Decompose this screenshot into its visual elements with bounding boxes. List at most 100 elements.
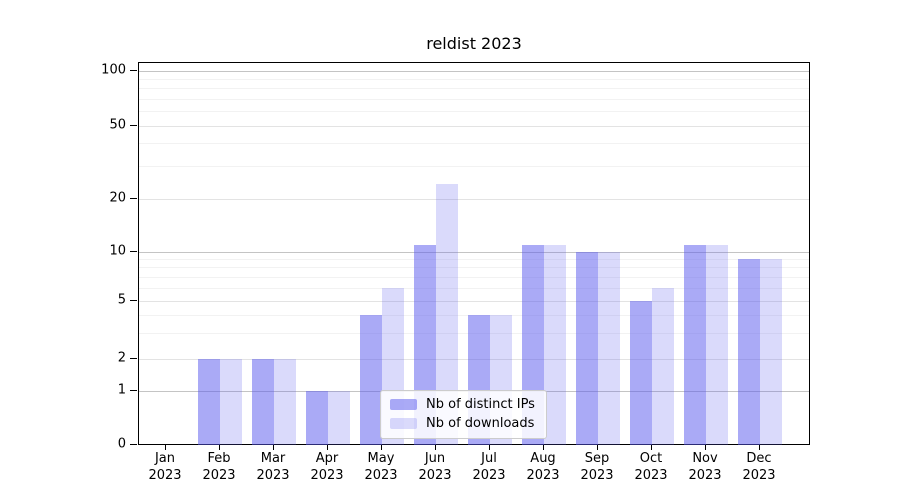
x-tick-label-line: Dec: [746, 451, 772, 466]
minor-gridline: [139, 267, 809, 269]
minor-gridline: [139, 276, 809, 278]
x-tick-label-line: 2023: [634, 467, 668, 483]
x-tick-label-line: Sep: [584, 451, 610, 466]
x-tick: [326, 445, 328, 450]
x-tick-label-line: Jul: [481, 451, 497, 466]
y-tick-label: 0: [117, 436, 126, 452]
bar-downloads-aug: [544, 244, 566, 445]
x-tick: [596, 445, 598, 450]
x-tick-label: May 2023: [349, 451, 413, 484]
x-tick: [542, 445, 544, 450]
y-tick: [130, 197, 137, 199]
x-tick-label-line: 2023: [472, 467, 506, 483]
y-tick-label: 2: [117, 350, 126, 366]
bar-downloads-nov: [706, 244, 728, 445]
minor-gridline: [139, 111, 809, 113]
x-tick: [434, 445, 436, 450]
bar-ips-sep: [576, 252, 598, 445]
bar-ips-apr: [306, 391, 328, 445]
x-tick: [380, 445, 382, 450]
major-gridline: [139, 125, 809, 127]
major-gridline: [139, 198, 809, 200]
bar-downloads-oct: [652, 288, 674, 445]
x-tick-label: Dec 2023: [727, 451, 791, 484]
bar-downloads-jun: [436, 184, 458, 445]
x-tick-label: Aug 2023: [511, 451, 575, 484]
bar-downloads-apr: [328, 391, 350, 445]
major-gridline: [139, 70, 809, 72]
x-tick-label-line: 2023: [688, 467, 722, 483]
plot-area: Nb of distinct IPs Nb of downloads: [138, 62, 810, 445]
y-tick: [130, 124, 137, 126]
x-tick-label-line: 2023: [256, 467, 290, 483]
bar-ips-nov: [684, 244, 706, 445]
x-tick-label-line: 2023: [418, 467, 452, 483]
x-tick-label-line: 2023: [202, 467, 236, 483]
minor-gridline: [139, 98, 809, 100]
bar-ips-may: [360, 315, 382, 445]
x-tick-label-line: Nov: [692, 451, 718, 466]
y-tick-label: 10: [109, 243, 126, 259]
legend-row: Nb of downloads: [390, 416, 535, 431]
bar-downloads-feb: [220, 359, 242, 445]
y-tick: [130, 69, 137, 71]
y-tick-label: 1: [117, 382, 126, 398]
major-gridline: [139, 251, 809, 253]
y-tick-label: 20: [109, 190, 126, 206]
y-tick: [130, 357, 137, 359]
x-tick-label: Feb 2023: [187, 451, 251, 484]
x-tick-label-line: 2023: [148, 467, 182, 483]
x-tick: [650, 445, 652, 450]
minor-gridline: [139, 287, 809, 289]
legend-row: Nb of distinct IPs: [390, 397, 535, 412]
x-tick-label: Sep 2023: [565, 451, 629, 484]
y-tick: [130, 389, 137, 391]
x-tick: [758, 445, 760, 450]
legend: Nb of distinct IPs Nb of downloads: [380, 390, 547, 439]
x-tick-label-line: 2023: [310, 467, 344, 483]
legend-swatch: [390, 399, 417, 410]
x-tick-label: Oct 2023: [619, 451, 683, 484]
x-tick-label-line: Apr: [315, 451, 339, 466]
x-tick-label: Apr 2023: [295, 451, 359, 484]
x-tick: [488, 445, 490, 450]
legend-label: Nb of distinct IPs: [426, 397, 535, 412]
legend-swatch: [390, 418, 417, 429]
x-tick-label: Jun 2023: [403, 451, 467, 484]
x-tick-label: Nov 2023: [673, 451, 737, 484]
bar-downloads-dec: [760, 259, 782, 445]
minor-gridline: [139, 78, 809, 80]
bar-ips-feb: [198, 359, 220, 445]
x-tick-label-line: Oct: [639, 451, 663, 466]
y-tick-label: 50: [109, 117, 126, 133]
x-tick-label: Mar 2023: [241, 451, 305, 484]
minor-gridline: [139, 166, 809, 168]
x-tick-label-line: Mar: [260, 451, 286, 466]
x-tick-label-line: 2023: [580, 467, 614, 483]
chart-title: reldist 2023: [426, 34, 522, 53]
x-tick: [704, 445, 706, 450]
y-tick: [130, 250, 137, 252]
x-tick-label: Jul 2023: [457, 451, 521, 484]
bar-ips-oct: [630, 301, 652, 445]
x-tick-label-line: May: [367, 451, 395, 466]
x-tick-label-line: Jan: [154, 451, 176, 466]
x-tick: [164, 445, 166, 450]
x-tick-label-line: 2023: [364, 467, 398, 483]
legend-label: Nb of downloads: [426, 416, 535, 431]
x-tick-label-line: Jun: [424, 451, 446, 466]
x-tick: [218, 445, 220, 450]
bar-ips-mar: [252, 359, 274, 445]
bar-downloads-sep: [598, 252, 620, 445]
bar-downloads-mar: [274, 359, 296, 445]
y-tick: [130, 299, 137, 301]
y-tick-label: 100: [101, 62, 126, 78]
y-tick-label: 5: [117, 292, 126, 308]
y-tick: [130, 443, 137, 445]
minor-gridline: [139, 88, 809, 90]
x-tick-label-line: 2023: [742, 467, 776, 483]
minor-gridline: [139, 258, 809, 260]
x-tick-label-line: Aug: [530, 451, 556, 466]
major-gridline: [139, 300, 809, 302]
